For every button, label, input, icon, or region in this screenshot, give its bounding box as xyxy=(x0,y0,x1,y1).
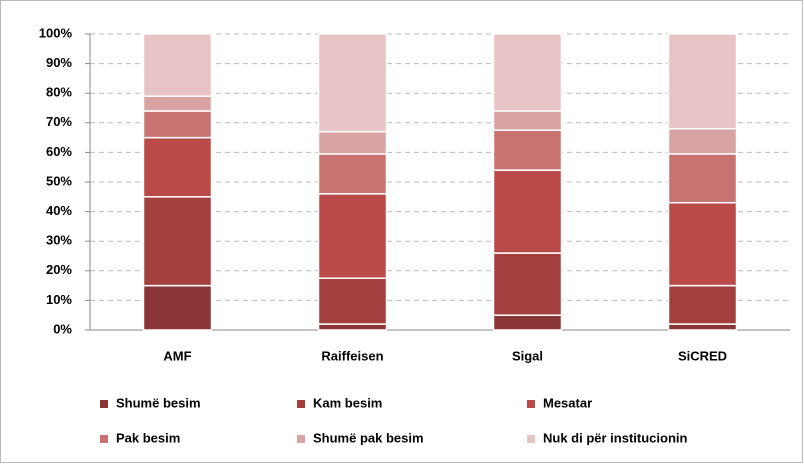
bar-segment xyxy=(667,284,738,325)
legend-label: Mesatar xyxy=(543,395,592,410)
bar-segment xyxy=(667,153,738,204)
y-tick-label: 40% xyxy=(46,203,72,218)
y-tick-label: 100% xyxy=(39,25,73,40)
bar-segment xyxy=(492,33,563,112)
legend-swatch xyxy=(297,435,305,443)
legend-label: Shumë besim xyxy=(116,395,201,410)
legend-label: Pak besim xyxy=(116,430,180,445)
bar-segment xyxy=(142,284,213,331)
bar-segment xyxy=(317,277,388,325)
legend-swatch xyxy=(527,435,535,443)
bar-segment xyxy=(317,130,388,155)
legend-swatch xyxy=(527,400,535,408)
legend-swatch xyxy=(100,435,108,443)
x-tick-label: SiCRED xyxy=(678,348,727,363)
bar-segment xyxy=(667,127,738,155)
bar-segment xyxy=(492,252,563,316)
bar-segment xyxy=(142,33,213,97)
bar-segment xyxy=(492,110,563,131)
legend-swatch xyxy=(297,400,305,408)
y-tick-label: 10% xyxy=(46,292,72,307)
y-tick-label: 80% xyxy=(46,85,72,100)
y-tick-label: 30% xyxy=(46,233,72,248)
bar-segment xyxy=(667,323,738,331)
bar-segment xyxy=(317,193,388,279)
legend-swatch xyxy=(100,400,108,408)
y-tick-label: 70% xyxy=(46,114,72,129)
bar-segment xyxy=(142,95,213,112)
bar-segment xyxy=(667,201,738,287)
x-tick-label: Sigal xyxy=(512,348,543,363)
y-tick-label: 20% xyxy=(46,262,72,277)
y-tick-label: 0% xyxy=(53,321,72,336)
bar-segment xyxy=(142,110,213,139)
bar-segment xyxy=(142,136,213,198)
legend-label: Nuk di për institucionin xyxy=(543,430,688,445)
y-tick-label: 50% xyxy=(46,173,72,188)
x-tick-label: AMF xyxy=(163,348,191,363)
bar-segment xyxy=(317,323,388,331)
legend-label: Kam besim xyxy=(313,395,382,410)
y-tick-label: 90% xyxy=(46,55,72,70)
bar-segment xyxy=(317,33,388,133)
bar-segment xyxy=(492,314,563,331)
bar-segment xyxy=(492,129,563,171)
x-tick-label: Raiffeisen xyxy=(321,348,383,363)
bar-segment xyxy=(667,33,738,130)
bar-segment xyxy=(317,153,388,195)
bar-segment xyxy=(142,196,213,287)
legend-label: Shumë pak besim xyxy=(313,430,424,445)
bar-segment xyxy=(492,169,563,254)
y-tick-label: 60% xyxy=(46,144,72,159)
